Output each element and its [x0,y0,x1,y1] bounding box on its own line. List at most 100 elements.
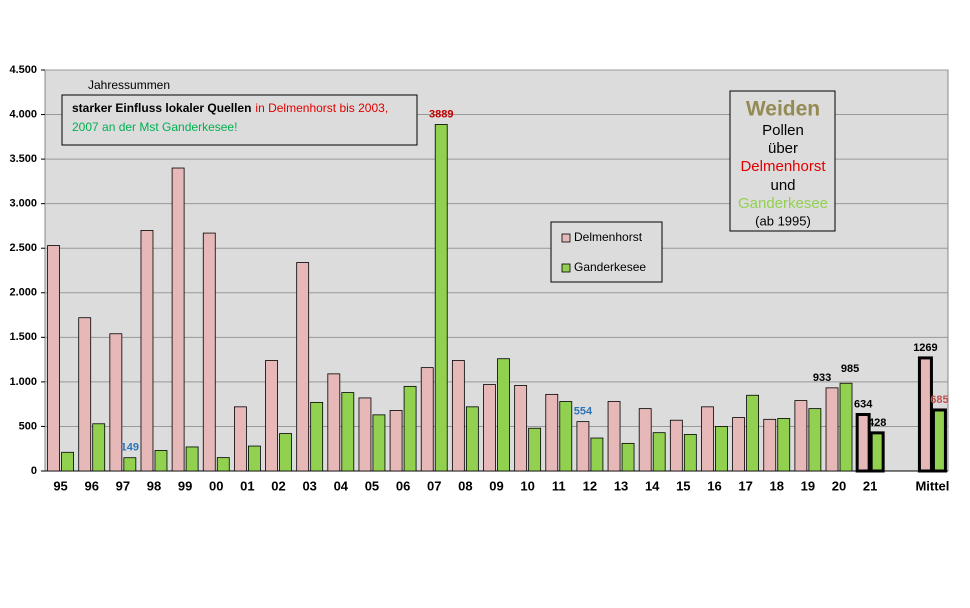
bar [109,333,123,472]
bar [777,418,791,472]
x-tick-label: 10 [520,478,534,493]
bar [839,382,853,472]
data-label: 428 [868,417,886,429]
x-tick-label: 14 [645,478,660,493]
bar [855,413,871,473]
x-tick-label: 21 [863,478,877,493]
note-bold: starker Einfluss lokaler Quellen [72,101,251,115]
bar [931,408,947,473]
bar [47,245,60,472]
bar [559,401,573,472]
x-tick-label: 17 [738,478,752,493]
bar [171,167,185,472]
bar [715,426,728,472]
bar [638,408,652,472]
x-tick-label: 12 [583,478,597,493]
note-box [61,94,418,146]
x-tick-label: 13 [614,478,628,493]
data-label: 554 [574,406,593,418]
bar [545,393,559,472]
note: starker Einfluss lokaler Quellen in Delme… [72,101,388,115]
data-label: 634 [854,398,873,410]
bar [434,124,448,472]
bar [358,397,372,472]
title-line: Pollen [762,122,804,139]
bar [669,419,683,472]
x-tick-label: 09 [489,478,503,493]
note-red: in Delmenhorst bis 2003, [255,101,388,115]
legend-swatch [561,233,571,243]
x-tick-label: 95 [53,478,67,493]
x-tick-label: 05 [365,478,379,493]
bar [621,442,635,472]
x-tick-label: 04 [334,478,349,493]
bar [514,385,528,472]
y-tick-label: 4.000 [9,108,37,120]
y-tick-label: 1.500 [9,331,37,343]
x-tick-label: 18 [770,478,784,493]
data-label: 985 [841,363,859,375]
bar [216,457,230,472]
x-tick-label: 19 [801,478,815,493]
data-label: 1269 [913,342,937,354]
bar [233,406,247,472]
bar [732,417,746,472]
y-tick-label: 3.500 [9,153,37,165]
bar [403,385,417,472]
data-label: 685 [930,394,948,406]
bar [265,360,278,472]
bar [683,434,697,472]
bar [825,387,839,472]
bar [576,421,590,472]
bar [185,446,199,472]
bar [607,401,621,472]
y-tick-label: 3.000 [9,198,37,210]
bar [590,437,604,472]
bar [483,384,496,472]
data-label: 149 [121,442,139,454]
bar [154,450,168,472]
bar [528,427,542,472]
title-line: (ab 1995) [755,213,811,228]
bar [140,229,154,472]
x-tick-label: 15 [676,478,690,493]
bar [61,451,74,472]
legend-swatch [561,263,571,273]
y-tick-label: 0 [31,465,37,477]
bar [917,356,933,473]
bar [202,232,216,472]
x-tick-label: 02 [271,478,285,493]
bar [869,431,885,473]
bar [652,432,666,472]
x-tick-label: 16 [707,478,721,493]
bar [247,445,261,472]
bar [465,406,479,472]
bar [327,373,341,472]
x-tick-label: 97 [116,478,130,493]
x-tick-label: 99 [178,478,192,493]
data-label: 933 [813,372,831,384]
y-tick-label: 500 [19,420,37,432]
data-label: 3889 [429,108,453,120]
x-tick-label: 06 [396,478,410,493]
x-tick-label: 08 [458,478,472,493]
y-tick-label: 1.000 [9,376,37,388]
bar [92,423,106,472]
bar [372,414,386,472]
bar [763,418,777,472]
y-tick-label: 4.500 [9,64,37,76]
bar [341,392,355,472]
x-tick-label: 01 [240,478,254,493]
x-tick-label: 00 [209,478,223,493]
legend-label: Ganderkesee [574,260,646,274]
legend-label: Delmenhorst [574,230,643,244]
bar [701,406,714,472]
y-tick-label: 2.000 [9,287,37,299]
y-tick-label: 2.500 [9,242,37,254]
title-line: und [770,177,795,194]
subtitle: Jahressummen [88,78,170,92]
title-line: Ganderkesee [738,195,828,212]
title-box [729,90,836,232]
